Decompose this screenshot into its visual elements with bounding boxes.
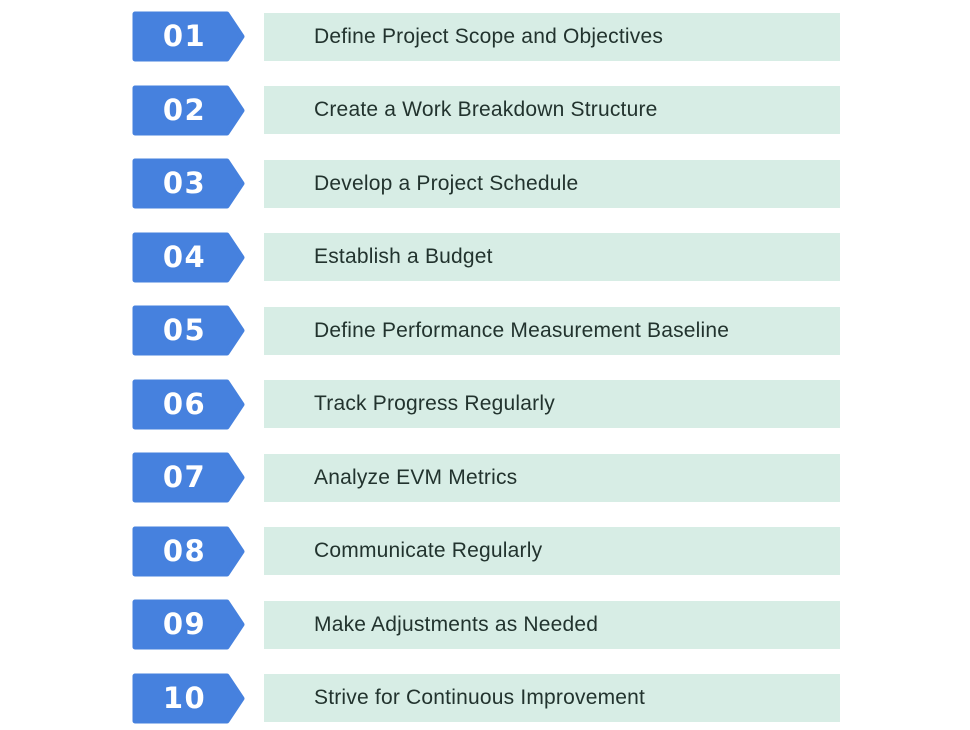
step-number-badge: 07 bbox=[132, 452, 245, 503]
step-number: 08 bbox=[162, 533, 207, 568]
step-number-badge: 03 bbox=[132, 158, 245, 209]
step-label: Analyze EVM Metrics bbox=[314, 465, 518, 489]
step-label: Strive for Continuous Improvement bbox=[314, 686, 646, 709]
step-label-bar: Define Project Scope and Objectives bbox=[264, 12, 840, 61]
step-number: 07 bbox=[162, 460, 207, 494]
arrow-badge-shape bbox=[132, 232, 245, 282]
step-label-bar: Analyze EVM Metrics bbox=[264, 453, 840, 502]
step-label: Communicate Regularly bbox=[314, 539, 543, 562]
step-number: 06 bbox=[162, 386, 207, 421]
step-row: 02 Create a Work Breakdown Structure bbox=[132, 85, 970, 136]
step-number-badge: 08 bbox=[132, 526, 245, 577]
step-row: 04 Establish a Budget bbox=[132, 232, 970, 283]
step-row: 09 Make Adjustments as Needed bbox=[132, 599, 970, 650]
step-row: 03 Develop a Project Schedule bbox=[132, 158, 970, 209]
step-number: 09 bbox=[162, 607, 207, 641]
step-label-bar: Define Performance Measurement Baseline bbox=[264, 306, 840, 355]
step-label: Develop a Project Schedule bbox=[314, 171, 579, 195]
step-label: Establish a Budget bbox=[314, 245, 493, 268]
step-label-bar: Create a Work Breakdown Structure bbox=[264, 86, 840, 134]
step-number: 10 bbox=[162, 680, 207, 715]
step-number: 04 bbox=[162, 239, 207, 274]
arrow-badge-shape bbox=[132, 85, 245, 135]
step-row: 01 Define Project Scope and Objectives bbox=[132, 11, 970, 62]
step-row: 05 Define Performance Measurement Baseli… bbox=[132, 305, 970, 356]
step-label: Make Adjustments as Needed bbox=[314, 612, 599, 636]
step-number-badge: 06 bbox=[132, 379, 245, 430]
step-number: 01 bbox=[162, 19, 207, 53]
step-number: 02 bbox=[162, 92, 207, 127]
step-number-badge: 05 bbox=[132, 305, 245, 356]
arrow-badge-shape bbox=[132, 452, 245, 503]
step-row: 08 Communicate Regularly bbox=[132, 526, 970, 577]
arrow-badge-shape bbox=[132, 305, 245, 356]
step-number-badge: 09 bbox=[132, 599, 245, 650]
step-number-badge: 01 bbox=[132, 11, 245, 62]
step-label-bar: Track Progress Regularly bbox=[264, 380, 840, 428]
step-label: Define Performance Measurement Baseline bbox=[314, 318, 730, 342]
step-label-bar: Make Adjustments as Needed bbox=[264, 600, 840, 649]
arrow-badge-shape bbox=[132, 11, 245, 62]
step-row: 07 Analyze EVM Metrics bbox=[132, 452, 970, 503]
step-row: 06 Track Progress Regularly bbox=[132, 379, 970, 430]
step-label: Track Progress Regularly bbox=[314, 392, 555, 415]
arrow-badge-shape bbox=[132, 379, 245, 429]
step-label-bar: Strive for Continuous Improvement bbox=[264, 674, 840, 722]
step-number-badge: 10 bbox=[132, 673, 245, 724]
arrow-badge-shape bbox=[132, 673, 245, 723]
step-number: 03 bbox=[162, 166, 207, 200]
step-row: 10 Strive for Continuous Improvement bbox=[132, 673, 970, 724]
step-label: Create a Work Breakdown Structure bbox=[314, 98, 658, 121]
step-number: 05 bbox=[162, 313, 207, 347]
step-number-badge: 02 bbox=[132, 85, 245, 136]
step-label-bar: Establish a Budget bbox=[264, 233, 840, 281]
arrow-badge-shape bbox=[132, 599, 245, 650]
arrow-badge-shape bbox=[132, 526, 245, 576]
arrow-badge-shape bbox=[132, 158, 245, 209]
step-label-bar: Communicate Regularly bbox=[264, 527, 840, 575]
step-number-badge: 04 bbox=[132, 232, 245, 283]
step-label: Define Project Scope and Objectives bbox=[314, 24, 664, 48]
step-label-bar: Develop a Project Schedule bbox=[264, 159, 840, 208]
